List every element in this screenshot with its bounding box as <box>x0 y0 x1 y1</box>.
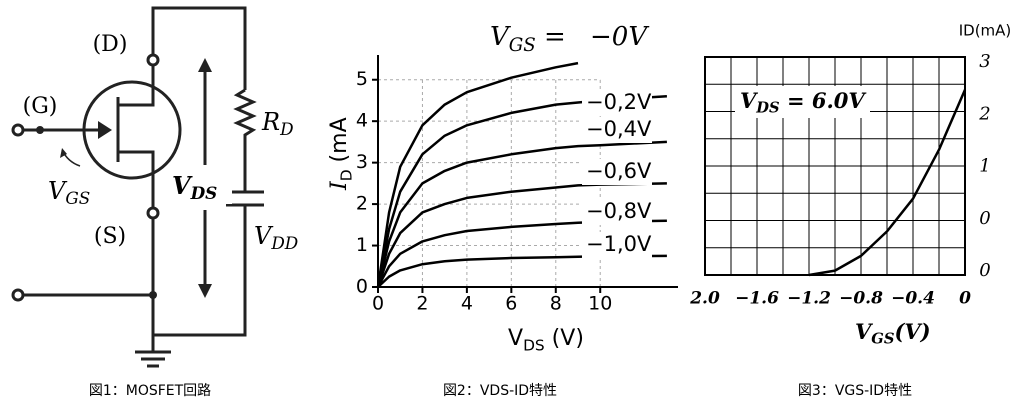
gate-label: (G) <box>23 94 58 119</box>
y-axis-title: ID(mA) <box>959 22 1012 40</box>
y-tick-label: 1 <box>979 156 990 177</box>
annotation-rest: = <box>536 22 566 52</box>
y-tick-label: 2 <box>356 193 368 215</box>
y-tick-label: 0 <box>979 260 990 281</box>
x-tick-label: 4 <box>461 293 473 315</box>
y-axis-label-sub: D <box>337 169 355 181</box>
drain-label: (D) <box>93 32 128 57</box>
x-tick-label: 0 <box>959 289 971 309</box>
series-label: −0,2V <box>586 90 652 114</box>
curve <box>376 182 667 288</box>
circuit: (D) (G) (S) <box>11 6 264 368</box>
rd-label-main: R <box>261 108 280 136</box>
x-axis-label: VDS (V) <box>508 326 584 354</box>
series-label: −0,6V <box>586 159 652 183</box>
x-tick-label: −0.4 <box>891 289 935 309</box>
label-bg <box>582 90 652 116</box>
x-tick-label: −1.2 <box>787 289 831 309</box>
x-tick-label: 0 <box>372 293 384 315</box>
x-axis-label: VGS(V) <box>855 319 931 348</box>
vgs-label-main: V <box>48 177 68 205</box>
annotation-rest: = 6.0V <box>780 88 868 113</box>
y-tick-label: 3 <box>979 51 990 72</box>
y-tick-label: 1 <box>356 234 368 256</box>
terminal <box>11 123 25 137</box>
caption: 図1：MOSFET回路 <box>89 383 211 399</box>
y-axis-label-main: I <box>327 180 352 191</box>
vgs-label-sub: GS <box>65 188 90 208</box>
caption: 図2：VDS-ID特性 <box>443 383 557 399</box>
terminal <box>11 288 25 302</box>
vds-label-sub: DS <box>190 183 218 203</box>
rd-label-sub: D <box>279 119 294 139</box>
vdd-label: VDD <box>254 222 299 253</box>
vgs-arrowhead <box>60 148 67 158</box>
label-bg <box>170 174 232 204</box>
series-label: −0,8V <box>586 199 652 223</box>
y-tick-label: 2 <box>978 103 990 124</box>
node <box>146 206 160 220</box>
junction <box>149 291 157 299</box>
x-tick-label: −0.8 <box>839 289 883 309</box>
junction <box>36 126 44 134</box>
y-tick-label: 5 <box>356 68 368 90</box>
vds-label-main: V <box>172 171 193 200</box>
vdd-label-sub: DD <box>270 233 298 253</box>
x-tick-label: 6 <box>505 293 517 315</box>
vds-label: VDS <box>172 171 217 203</box>
label-bg <box>582 232 652 258</box>
source-label: (S) <box>94 224 126 249</box>
y-tick-label: 0 <box>979 208 990 229</box>
wire <box>153 205 247 337</box>
x-tick-label: 10 <box>588 293 612 315</box>
x-axis-label-sub: DS <box>523 336 545 354</box>
wire <box>151 6 247 90</box>
y-tick-label: 4 <box>356 110 368 132</box>
curve <box>376 140 667 288</box>
curve <box>808 89 967 277</box>
annotation-main: V <box>740 88 759 113</box>
gate-arrow <box>98 121 112 139</box>
annotation-main: V <box>490 22 511 52</box>
x-tick-label: 8 <box>550 293 562 315</box>
series-label: −0V <box>590 22 649 52</box>
y-axis-label: ID (mA <box>327 117 355 191</box>
resistor <box>233 88 257 192</box>
annotation-sub: GS <box>509 35 536 56</box>
annotation: VGS = <box>490 22 566 56</box>
curve <box>377 254 667 288</box>
label-bg <box>582 159 652 185</box>
label-bg <box>735 86 870 118</box>
drain-lead <box>118 65 155 107</box>
label-bg <box>582 117 652 143</box>
vgs-label: VGS <box>48 177 90 208</box>
annotation: VDS = 6.0V <box>740 88 867 117</box>
series-label: −1,0V <box>586 232 652 256</box>
vdd-label-main: V <box>254 222 274 250</box>
x-axis-label-rest: (V) <box>894 319 930 344</box>
source-lead <box>118 150 155 208</box>
x-tick-label: −1.6 <box>735 289 779 309</box>
arrowhead <box>198 284 212 298</box>
series-label: −0,4V <box>586 117 652 141</box>
node <box>146 53 160 67</box>
rd-label: RD <box>261 108 294 139</box>
x-axis-label-rest: (V) <box>545 326 584 351</box>
x-tick-label: 2 <box>416 293 428 315</box>
x-axis-label-main: V <box>855 319 874 344</box>
y-tick-label: 0 <box>356 276 368 298</box>
annotation-sub: DS <box>755 99 779 116</box>
label-bg <box>582 199 652 225</box>
caption: 図3：VGS-ID特性 <box>798 383 912 399</box>
arrowhead <box>198 58 212 72</box>
y-tick-label: 3 <box>356 151 368 173</box>
x-axis-label-sub: GS <box>871 330 894 347</box>
curve <box>376 61 579 288</box>
y-axis-label-rest: (mA <box>327 117 352 169</box>
x-tick-label: 2.0 <box>689 289 720 309</box>
x-axis-label-main: V <box>508 326 523 351</box>
